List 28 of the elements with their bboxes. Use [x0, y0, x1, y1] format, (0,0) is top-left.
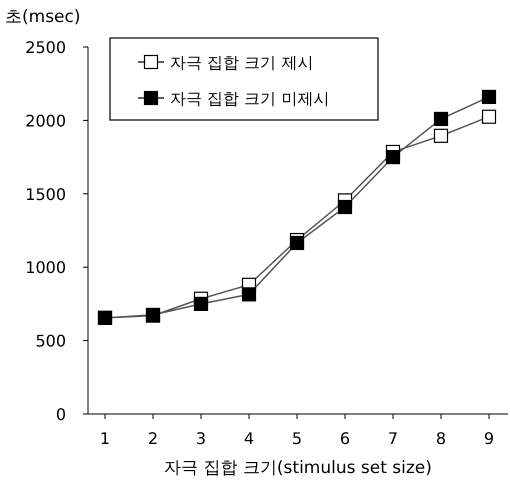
- y-axis-title: 초(msec): [5, 7, 80, 27]
- y-tick-label: 2000: [25, 111, 66, 130]
- y-tick-label: 2500: [25, 38, 66, 57]
- y-tick-label: 0: [56, 405, 66, 424]
- y-tick-label: 1000: [25, 258, 66, 278]
- point: [386, 150, 400, 164]
- point: [242, 287, 256, 302]
- point: [434, 128, 448, 143]
- point: [482, 110, 496, 124]
- x-tick-label: 4: [244, 429, 254, 448]
- x-tick-label: 1: [100, 429, 110, 448]
- x-tick-label: 6: [340, 429, 350, 448]
- point: [338, 200, 352, 214]
- y-tick-label: 500: [35, 332, 66, 351]
- x-tick-label: 9: [484, 429, 494, 448]
- x-tick-label: 2: [148, 429, 158, 448]
- point: [290, 236, 304, 250]
- x-tick-label: 5: [292, 429, 302, 448]
- point: [434, 112, 448, 126]
- legend-label: 자극 집합 크기 제시: [170, 53, 314, 72]
- x-tick-label: 3: [196, 429, 206, 448]
- x-axis-title: 자극 집합 크기(stimulus set size): [164, 458, 432, 478]
- point: [482, 90, 496, 104]
- point: [194, 296, 208, 311]
- x-tick-label: 7: [388, 429, 398, 448]
- x-tick-label: 8: [436, 429, 446, 448]
- y-tick-label: 1500: [25, 184, 66, 204]
- legend-label: 자극 집합 크기 미제시: [170, 89, 330, 108]
